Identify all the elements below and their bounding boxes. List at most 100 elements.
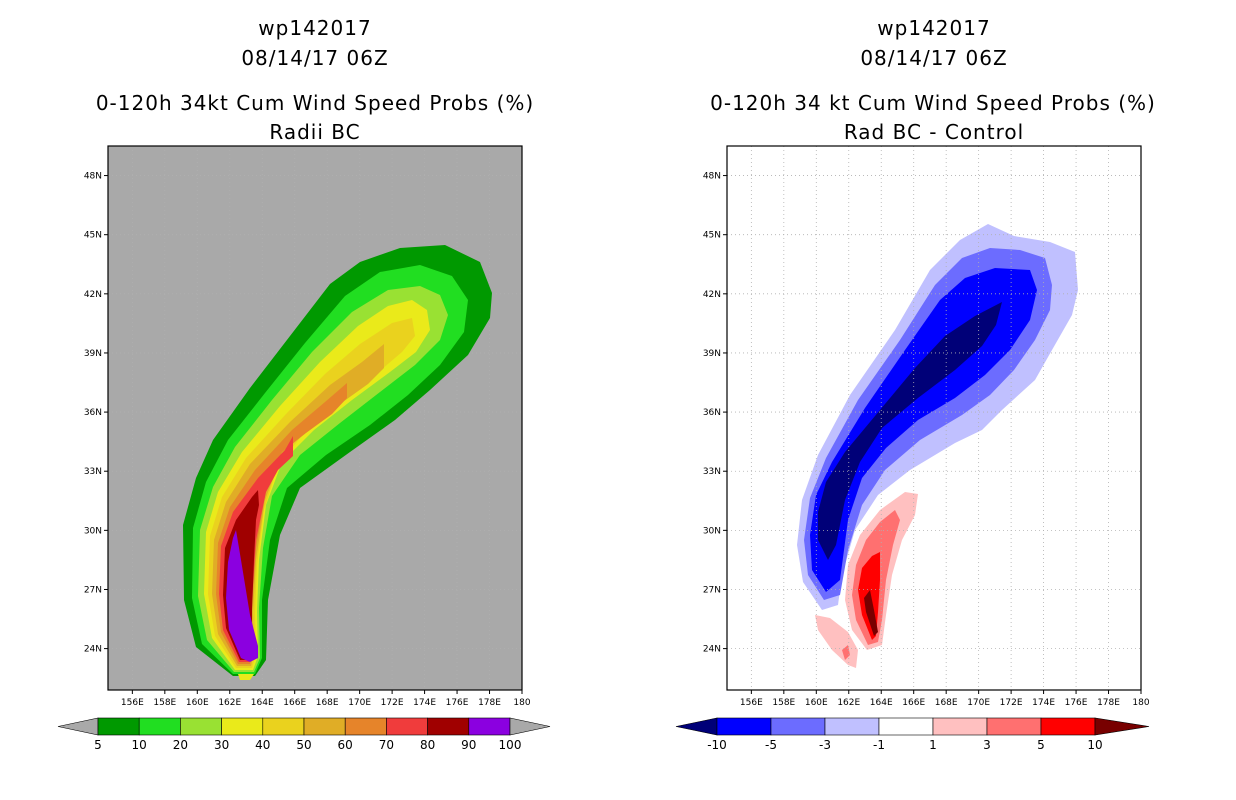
left-title-storm: wp142017	[258, 16, 372, 40]
left-lon-label: 156E	[121, 698, 144, 708]
right-colorbar-label: -1	[873, 738, 885, 752]
left-colorbar-box	[386, 717, 428, 736]
right-lon-label: 172E	[1000, 698, 1023, 708]
right-lat-label: 33N	[703, 467, 721, 477]
contour-pos10	[864, 590, 878, 636]
right-lon-label: 158E	[772, 698, 795, 708]
left-colorbar-box	[344, 717, 387, 736]
right-difference-map: 156E 158E 160E 162E 164E 166E 168E 170E 172E 174E…	[675, 145, 1150, 752]
right-colorbar-box	[824, 717, 880, 736]
left-lon-label: 170E	[348, 698, 371, 708]
contour-90pct	[226, 530, 258, 662]
right-map-frame	[726, 145, 1142, 691]
left-colorbar-label: 70	[379, 738, 394, 752]
contour-neg5	[810, 268, 1037, 592]
left-lat-label: 42N	[84, 290, 102, 300]
left-colorbar-label: 30	[214, 738, 229, 752]
left-lon-label: 162E	[218, 698, 241, 708]
right-colorbar: -10 -5 -3 -1 1 3 5 10	[675, 717, 1150, 752]
right-colorbar-box	[878, 717, 934, 736]
left-lat-label: 45N	[84, 231, 102, 241]
right-colorbar-box	[770, 717, 826, 736]
right-lat-label: 36N	[703, 408, 721, 418]
left-colorbar-label: 10	[132, 738, 147, 752]
right-lon-label: 166E	[902, 698, 925, 708]
right-lon-label: 174E	[1032, 698, 1055, 708]
left-colorbar-label: 40	[255, 738, 270, 752]
left-lon-label: 160E	[186, 698, 209, 708]
right-contours	[797, 224, 1078, 668]
left-probability-map: 156E 158E 160E 162E 164E 166E 168E 170E 172E 174E…	[57, 145, 551, 752]
left-colorbar-high-arrow	[509, 717, 551, 736]
right-lat-label: 30N	[703, 526, 721, 536]
left-lat-label: 27N	[84, 585, 102, 595]
right-lat-label: 39N	[703, 349, 721, 359]
left-colorbar-label: 80	[420, 738, 435, 752]
left-lon-label: 176E	[446, 698, 469, 708]
right-colorbar-low-arrow	[675, 717, 718, 736]
right-lon-label: 180	[1132, 698, 1149, 708]
right-colorbar-label: -10	[707, 738, 727, 752]
left-lat-label: 39N	[84, 349, 102, 359]
left-lon-label: 168E	[316, 698, 339, 708]
left-colorbar-low-arrow	[57, 717, 99, 736]
right-lat-label: 42N	[703, 290, 721, 300]
left-title-product: 0-120h 34kt Cum Wind Speed Probs (%)	[95, 91, 535, 115]
right-title-subtitle: Rad BC - Control	[843, 120, 1025, 144]
left-map-frame	[107, 145, 523, 691]
left-lat-label: 48N	[84, 172, 102, 182]
right-lon-label: 162E	[837, 698, 860, 708]
right-title-storm: wp142017	[877, 16, 991, 40]
left-colorbar-label: 60	[338, 738, 353, 752]
right-colorbar-high-arrow	[1094, 717, 1150, 736]
right-lon-label: 168E	[935, 698, 958, 708]
left-lon-label: 164E	[251, 698, 274, 708]
right-lat-label: 24N	[703, 645, 721, 655]
right-colorbar-label: 1	[929, 738, 937, 752]
left-colorbar-label: 100	[499, 738, 522, 752]
contour-core-yellow	[238, 674, 254, 680]
right-colorbar-label: 5	[1037, 738, 1045, 752]
left-lat-label: 36N	[84, 408, 102, 418]
left-lon-label: 172E	[381, 698, 404, 708]
left-title-subtitle: Radii BC	[269, 120, 361, 144]
left-colorbar-label: 50	[296, 738, 311, 752]
left-contours	[183, 245, 492, 680]
left-colorbar-box	[262, 717, 305, 736]
right-axis-labels: 156E 158E 160E 162E 164E 166E 168E 170E 172E 174E…	[703, 172, 1150, 708]
right-lon-label: 176E	[1065, 698, 1088, 708]
right-lat-label: 45N	[703, 231, 721, 241]
left-colorbar-label: 5	[94, 738, 102, 752]
left-colorbar-box	[303, 717, 346, 736]
right-title-date: 08/14/17 06Z	[860, 46, 1008, 70]
left-colorbar-box	[138, 717, 181, 736]
right-lon-label: 178E	[1097, 698, 1120, 708]
right-lon-label: 164E	[870, 698, 893, 708]
left-lon-label: 166E	[283, 698, 306, 708]
right-colorbar-label: -3	[819, 738, 831, 752]
left-colorbar-box	[468, 717, 511, 736]
right-title-product: 0-120h 34 kt Cum Wind Speed Probs (%)	[710, 91, 1156, 115]
left-colorbar-label: 20	[173, 738, 188, 752]
right-colorbar-label: 3	[983, 738, 991, 752]
right-lon-label: 156E	[740, 698, 763, 708]
right-lat-label: 27N	[703, 585, 721, 595]
left-lat-label: 30N	[84, 526, 102, 536]
right-colorbar-label: -5	[765, 738, 777, 752]
left-lon-label: 174E	[413, 698, 436, 708]
left-lon-label: 180	[513, 698, 530, 708]
left-colorbar: 5 10 20 30 40 50 60 70 80 90 100	[57, 717, 551, 752]
contour-20pct	[198, 286, 448, 672]
left-lat-label: 24N	[84, 645, 102, 655]
left-axis-labels: 156E 158E 160E 162E 164E 166E 168E 170E 172E 174E…	[84, 172, 531, 708]
left-colorbar-box	[221, 717, 264, 736]
right-colorbar-box	[932, 717, 988, 736]
left-colorbar-box	[97, 717, 140, 736]
left-colorbar-box	[427, 717, 470, 736]
contour-neg10	[818, 302, 1002, 560]
right-colorbar-box	[1040, 717, 1096, 736]
left-colorbar-label: 90	[461, 738, 476, 752]
left-colorbar-box	[180, 717, 222, 736]
right-lat-label: 48N	[703, 172, 721, 182]
right-lon-label: 170E	[967, 698, 990, 708]
